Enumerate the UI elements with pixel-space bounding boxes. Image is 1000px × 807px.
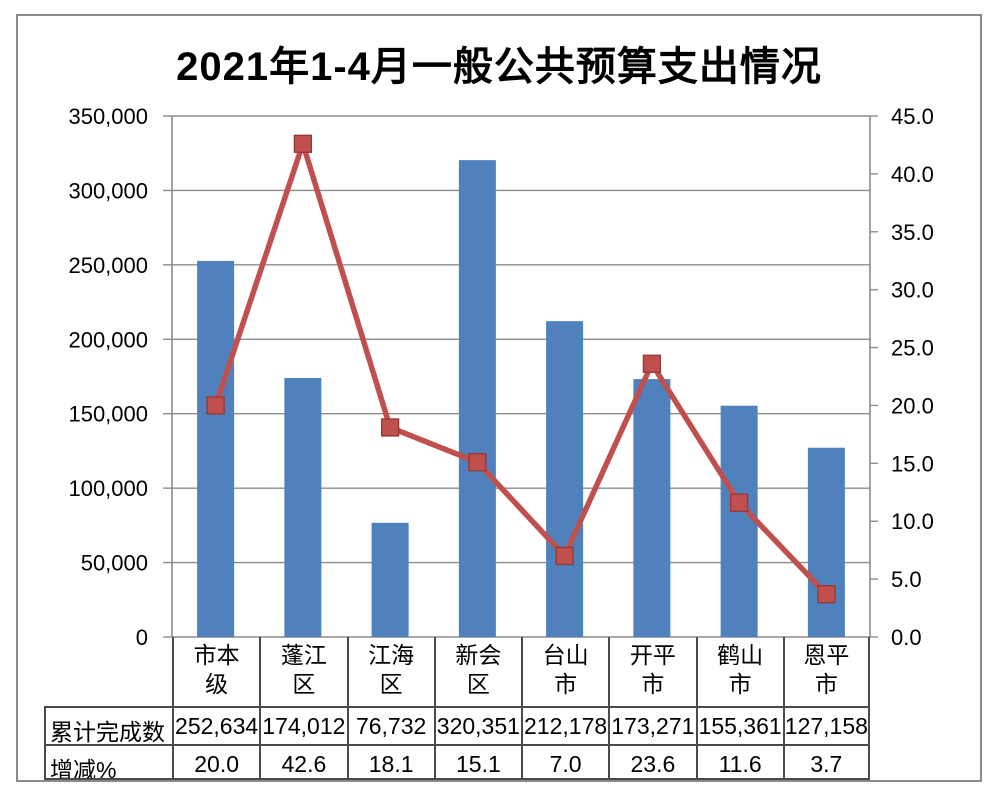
table-value-1-5: 23.6 bbox=[608, 744, 696, 780]
marker-0 bbox=[206, 396, 225, 415]
right-axis-label: 40.0 bbox=[891, 162, 934, 187]
left-axis-label: 200,000 bbox=[68, 327, 148, 352]
table-value-0-6: 155,361 bbox=[695, 706, 783, 744]
bar-4 bbox=[546, 321, 584, 637]
category-label-2: 江海区 bbox=[346, 637, 434, 706]
marker-5 bbox=[642, 354, 662, 373]
category-label-5: 开平市 bbox=[608, 637, 695, 706]
chart-title: 2021年1-4月一般公共预算支出情况 bbox=[176, 45, 822, 89]
table-row-label-0: 累计完成数 bbox=[44, 706, 172, 744]
bar-1 bbox=[284, 377, 322, 637]
table-value-0-3: 320,351 bbox=[433, 706, 521, 744]
category-label-0: 市本级 bbox=[172, 637, 259, 706]
data-table: 市本级蓬江区江海区新会区台山市开平市鹤山市恩平市累计完成数 252,634 174,… bbox=[44, 637, 870, 780]
marker-2 bbox=[380, 418, 400, 437]
left-axis-label: 250,000 bbox=[68, 253, 148, 278]
growth-line bbox=[213, 141, 829, 597]
table-value-0-4: 212,178 bbox=[521, 706, 609, 744]
table-value-1-4: 7.0 bbox=[521, 744, 609, 780]
left-axis-label: 350,000 bbox=[68, 104, 148, 129]
table-value-0-2: 76,732 bbox=[346, 706, 434, 744]
table-row-label-1: 增减% bbox=[44, 744, 172, 780]
bar-7 bbox=[807, 447, 845, 637]
marker-1 bbox=[293, 134, 313, 153]
bar-5 bbox=[633, 379, 671, 637]
left-axis-label: 300,000 bbox=[68, 178, 148, 203]
category-label-7: 恩平市 bbox=[782, 637, 870, 706]
right-axis-label: 15.0 bbox=[891, 451, 934, 476]
chart-frame bbox=[16, 14, 982, 782]
right-axis-label: 45.0 bbox=[891, 104, 934, 129]
right-axis-label: 0.0 bbox=[891, 625, 922, 650]
table-corner bbox=[44, 637, 172, 706]
marker-3 bbox=[468, 453, 487, 472]
bar-6 bbox=[720, 405, 758, 637]
marker-7 bbox=[817, 585, 836, 604]
category-label-6: 鹤山市 bbox=[695, 637, 783, 706]
right-axis-label: 35.0 bbox=[891, 220, 934, 245]
category-label-3: 新会区 bbox=[433, 637, 521, 706]
table-value-0-5: 173,271 bbox=[608, 706, 696, 744]
table-value-0-1: 174,012 bbox=[259, 706, 347, 744]
table-value-0-0: 252,634 bbox=[172, 706, 260, 744]
left-axis-label: 150,000 bbox=[68, 402, 148, 427]
table-value-1-7: 3.7 bbox=[782, 744, 870, 780]
table-value-1-1: 42.6 bbox=[259, 744, 347, 780]
right-axis-label: 25.0 bbox=[891, 336, 934, 361]
table-value-0-7: 127,158 bbox=[782, 706, 870, 744]
left-axis-label: 50,000 bbox=[81, 551, 148, 576]
right-axis-label: 5.0 bbox=[891, 567, 922, 592]
marker-4 bbox=[555, 546, 574, 566]
table-value-1-2: 18.1 bbox=[346, 744, 434, 780]
marker-6 bbox=[729, 493, 749, 512]
right-axis-label: 10.0 bbox=[891, 509, 934, 534]
table-value-1-3: 15.1 bbox=[433, 744, 521, 780]
table-value-1-0: 20.0 bbox=[172, 744, 260, 780]
category-label-1: 蓬江区 bbox=[259, 637, 346, 706]
bar-3 bbox=[458, 160, 496, 638]
right-axis-label: 30.0 bbox=[891, 278, 934, 303]
category-label-4: 台山市 bbox=[521, 637, 608, 706]
left-axis-label: 100,000 bbox=[68, 476, 148, 501]
bar-0 bbox=[197, 260, 235, 637]
table-value-1-6: 11.6 bbox=[695, 744, 783, 780]
right-axis-label: 20.0 bbox=[891, 393, 934, 418]
bar-2 bbox=[371, 522, 409, 637]
left-axis-label: 0 bbox=[136, 625, 148, 650]
